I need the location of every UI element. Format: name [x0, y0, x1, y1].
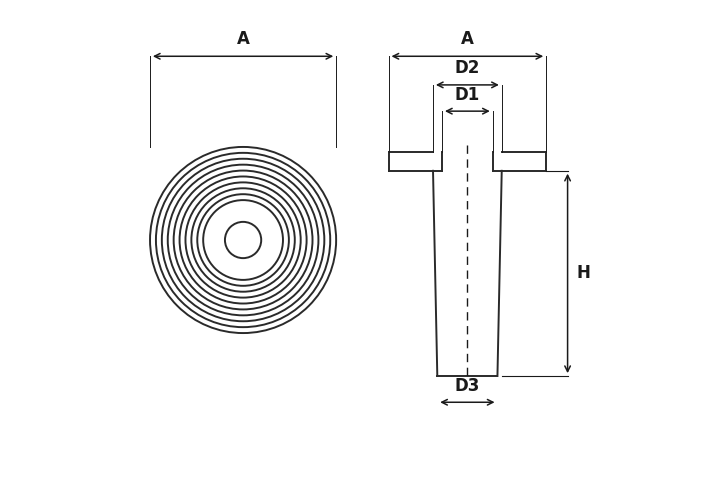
Text: H: H — [576, 264, 590, 282]
Text: A: A — [461, 30, 474, 48]
Text: D2: D2 — [455, 59, 480, 77]
Text: D3: D3 — [455, 377, 480, 395]
Text: A: A — [237, 30, 250, 48]
Text: D1: D1 — [455, 85, 480, 104]
